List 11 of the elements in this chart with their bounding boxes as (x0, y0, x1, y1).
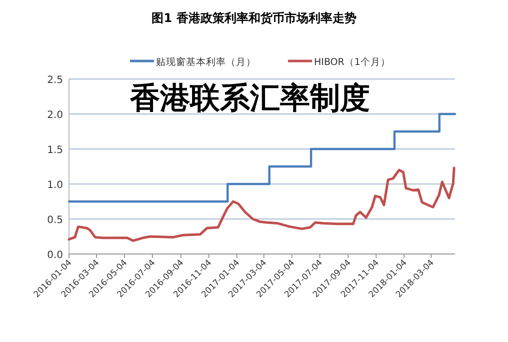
y-tick-label: 1.0 (47, 180, 63, 191)
y-tick-label: 0.0 (47, 250, 63, 261)
legend-label: HIBOR（1个月） (314, 56, 390, 68)
y-tick-label: 1.5 (47, 145, 63, 156)
y-tick-label: 2.5 (47, 75, 63, 86)
line-series (68, 166, 456, 242)
chart-title: 图1 香港政策利率和货币市场利率走势 (152, 11, 356, 25)
annotation: 香港联系汇率制度 (129, 81, 370, 116)
legend-label: 贴现窗基本利率（月） (156, 56, 256, 68)
y-tick-label: 0.5 (47, 215, 63, 226)
y-tick-label: 2.0 (47, 110, 63, 121)
